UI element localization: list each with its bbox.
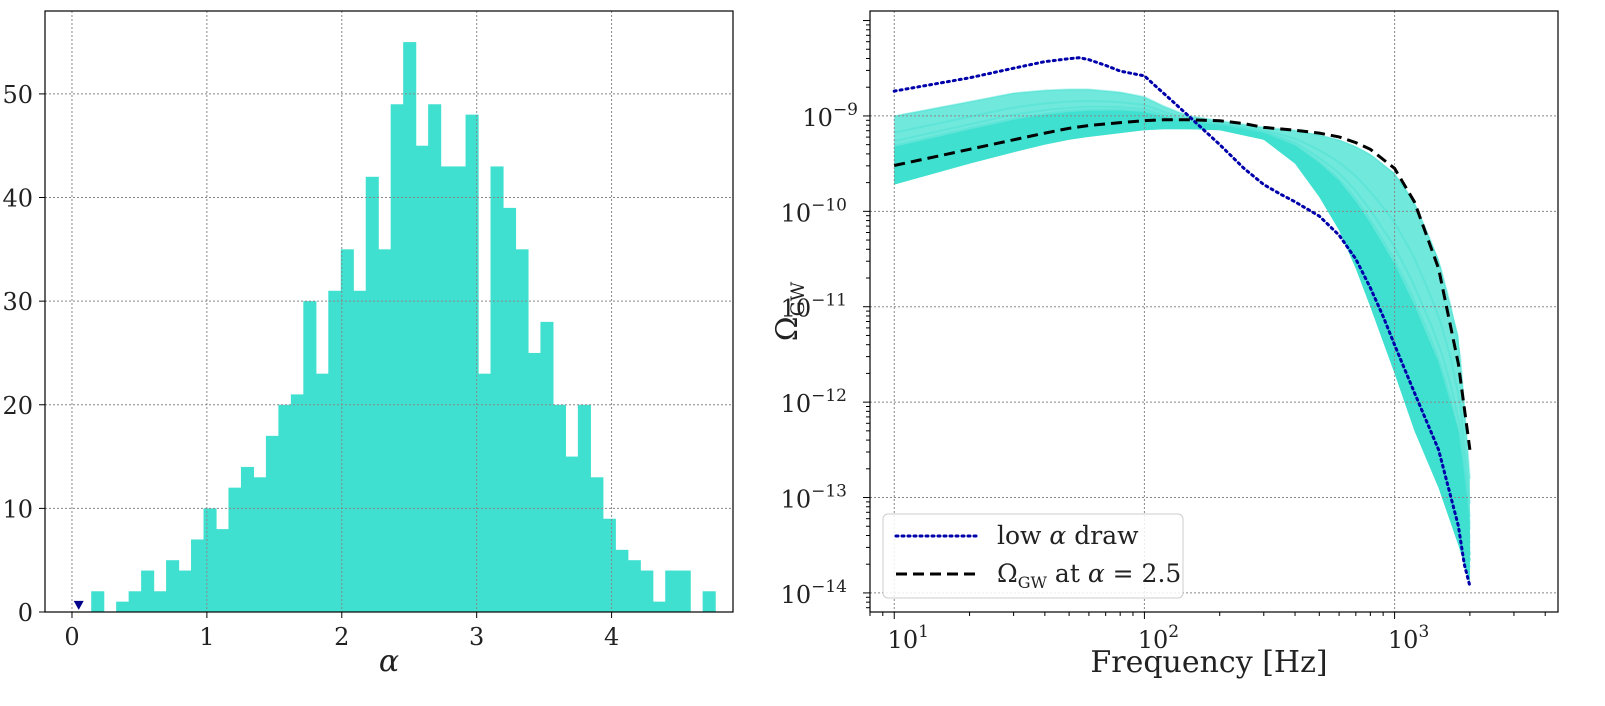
histogram-bar bbox=[91, 591, 105, 612]
y-tick-label: 20 bbox=[2, 392, 33, 420]
histogram-bar bbox=[240, 466, 255, 612]
histogram-bar bbox=[602, 518, 616, 612]
y-tick-label: 0 bbox=[18, 599, 33, 627]
spectrum-panel: 101 102 103 10−9 10−10 10−11 10−12 10−13 10−14 Fr… bbox=[770, 10, 1559, 680]
histogram-bar bbox=[328, 290, 342, 612]
y-tick-label: 10−9 bbox=[802, 100, 858, 132]
histogram-bar bbox=[353, 290, 367, 612]
y-tick-label: 50 bbox=[2, 81, 33, 109]
spectrum-draw-line bbox=[893, 99, 1471, 505]
spectrum-grid bbox=[870, 11, 1558, 612]
histogram-bar bbox=[166, 560, 180, 612]
histogram-bar bbox=[191, 539, 205, 612]
histogram-bar bbox=[540, 321, 554, 612]
histogram-bar bbox=[627, 560, 641, 612]
histogram-bar bbox=[141, 570, 155, 612]
histogram-bar bbox=[415, 145, 429, 612]
histogram-bar bbox=[228, 487, 242, 612]
y-tick-label: 10 bbox=[2, 495, 33, 523]
y-axis-ticks: 0 10 20 30 40 50 bbox=[2, 81, 45, 627]
y-axis-ticks: 10−9 10−10 10−11 10−12 10−13 10−14 bbox=[781, 20, 870, 609]
histogram-bar bbox=[428, 104, 442, 613]
x-tick-label: 2 bbox=[334, 623, 349, 651]
histogram-bar bbox=[365, 176, 379, 613]
histogram-bar bbox=[465, 114, 479, 612]
histogram-bar bbox=[203, 508, 217, 612]
x-tick-label: 101 bbox=[888, 622, 929, 654]
histogram-bar bbox=[278, 404, 292, 612]
legend-label-low-alpha: low α draw bbox=[997, 521, 1139, 550]
spectrum-draw-line bbox=[894, 88, 1471, 479]
histogram-bar bbox=[665, 570, 679, 612]
histogram-bar bbox=[652, 601, 666, 612]
spectrum-envelope-core bbox=[894, 110, 1470, 584]
histogram-bar bbox=[253, 477, 267, 612]
y-tick-label: 10−12 bbox=[781, 386, 847, 418]
histogram-bar bbox=[440, 166, 454, 612]
histogram-bar bbox=[390, 104, 404, 613]
histogram-bars bbox=[91, 42, 716, 613]
histogram-bar bbox=[128, 591, 142, 612]
y-tick-label: 40 bbox=[2, 185, 33, 213]
histogram-bar bbox=[403, 42, 417, 613]
histogram-bar bbox=[590, 477, 604, 612]
histogram-bar bbox=[315, 373, 329, 612]
histogram-bar bbox=[615, 549, 629, 612]
histogram-bar bbox=[153, 591, 167, 612]
histogram-bar bbox=[490, 166, 504, 612]
histogram-bar bbox=[265, 435, 279, 612]
histogram-bar bbox=[215, 529, 230, 612]
histogram-bar bbox=[702, 591, 716, 612]
histogram-bar bbox=[453, 166, 467, 612]
legend-label-alpha-2.5: ΩGW at α = 2.5 bbox=[997, 559, 1181, 592]
histogram-bar bbox=[178, 570, 192, 612]
alpha-2.5-line bbox=[893, 118, 1472, 450]
histogram-bar bbox=[502, 207, 517, 612]
y-tick-label: 10−14 bbox=[781, 577, 847, 609]
legend: low α draw ΩGW at α = 2.5 bbox=[882, 513, 1184, 599]
histogram-bar bbox=[340, 249, 354, 613]
x-tick-label: 4 bbox=[604, 623, 619, 651]
x-tick-label: 1 bbox=[199, 623, 214, 651]
histogram-bar bbox=[290, 394, 304, 612]
histogram-bar bbox=[677, 570, 691, 612]
y-tick-label: 30 bbox=[2, 288, 33, 316]
spectrum-plot-area bbox=[893, 88, 1471, 584]
x-tick-label: 102 bbox=[1138, 622, 1179, 654]
low-alpha-marker bbox=[73, 600, 84, 610]
histogram-bar bbox=[527, 352, 542, 612]
y-tick-label: 10−10 bbox=[781, 195, 847, 227]
histogram-bar bbox=[116, 601, 130, 612]
low-alpha-line bbox=[892, 56, 1472, 588]
x-tick-label: 0 bbox=[64, 623, 79, 651]
y-tick-label: 10−11 bbox=[781, 291, 847, 323]
x-tick-label: 3 bbox=[469, 623, 484, 651]
x-axis-ticks: 101 102 103 bbox=[869, 612, 1546, 654]
histogram-bar bbox=[515, 249, 529, 613]
y-axis-label: ΩGW bbox=[770, 281, 809, 341]
x-axis-label: Frequency [Hz] bbox=[1090, 645, 1327, 680]
plot-frame bbox=[44, 10, 734, 613]
histogram-bar bbox=[478, 373, 492, 612]
x-tick-label: 103 bbox=[1388, 622, 1429, 654]
histogram-bar bbox=[565, 456, 579, 612]
x-axis-label: α bbox=[379, 644, 399, 679]
histogram-bar bbox=[552, 404, 566, 612]
histogram-bar bbox=[303, 301, 317, 612]
x-axis-ticks: 0 1 2 3 4 bbox=[64, 612, 619, 651]
y-tick-label: 10−13 bbox=[781, 482, 847, 514]
histogram-bar bbox=[378, 249, 392, 613]
histogram-bar bbox=[577, 404, 591, 612]
histogram-bar bbox=[640, 570, 654, 612]
